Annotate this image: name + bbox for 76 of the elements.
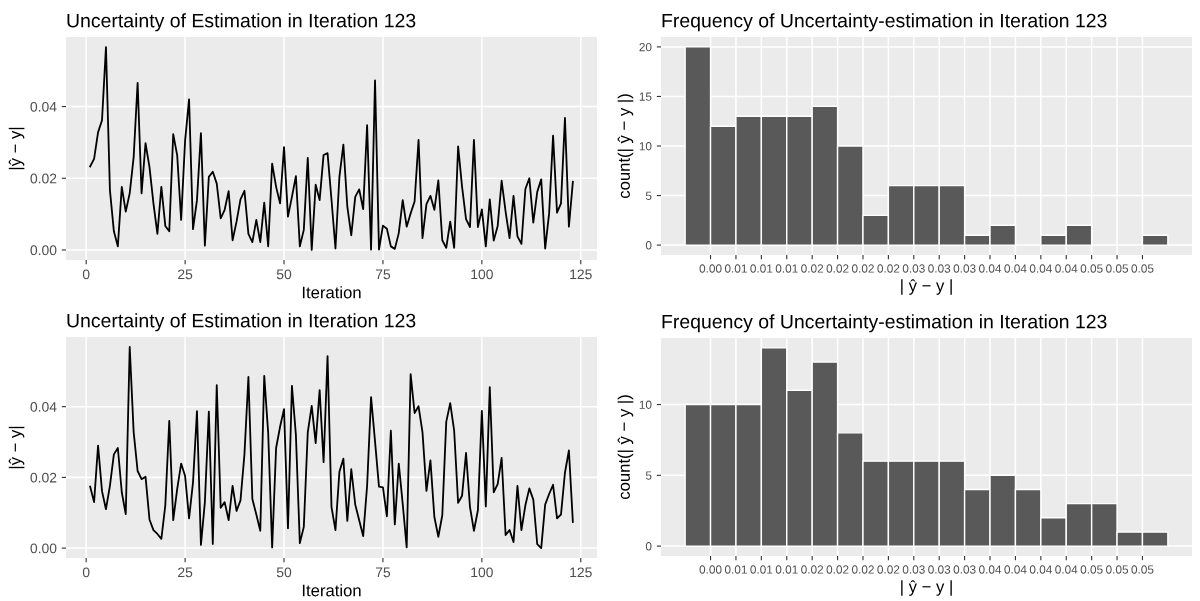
y-tick-label: 10 bbox=[639, 142, 652, 151]
y-tick-label: 5 bbox=[645, 191, 652, 200]
x-tick-label: 0.02 bbox=[877, 565, 900, 574]
x-tick-label: 50 bbox=[276, 567, 292, 578]
y-tick-label: 0 bbox=[645, 241, 652, 250]
y-axis-title: |ŷ − y| bbox=[8, 127, 25, 170]
y-axis-title: count(| ŷ − y |) bbox=[617, 395, 634, 500]
x-tick-label: 0 bbox=[82, 269, 90, 280]
x-tick-label: 0.01 bbox=[750, 565, 773, 574]
x-tick-label: 0.05 bbox=[1080, 264, 1103, 273]
x-tick-label: 125 bbox=[570, 567, 592, 578]
x-tick-label: 0.02 bbox=[851, 565, 874, 574]
x-tick-label: 0.03 bbox=[928, 565, 951, 574]
x-tick-label: 0.04 bbox=[978, 264, 1002, 273]
y-axis-title: |ŷ − y| bbox=[8, 426, 25, 469]
y-tick-label: 0.04 bbox=[30, 401, 57, 412]
x-tick-label: 0.04 bbox=[1029, 565, 1052, 574]
y-tick-label: 10 bbox=[639, 400, 652, 409]
x-tick-label: 0.02 bbox=[826, 565, 849, 574]
y-tick-label: 0.00 bbox=[30, 543, 57, 554]
x-axis-title: | ŷ − y | bbox=[901, 580, 952, 596]
x-tick-label: 0.05 bbox=[1131, 264, 1154, 273]
y-tick-label: 0.04 bbox=[30, 101, 57, 112]
x-tick-label: 125 bbox=[570, 269, 592, 280]
x-tick-label: 100 bbox=[471, 567, 493, 578]
x-tick-label: 0.04 bbox=[1055, 264, 1078, 273]
y-tick-label: 20 bbox=[639, 42, 652, 52]
y-tick-label: 0.02 bbox=[30, 472, 57, 483]
x-tick-label: 0.01 bbox=[775, 565, 798, 574]
x-tick-label: 0.04 bbox=[1004, 264, 1027, 273]
x-tick-label: 0.03 bbox=[953, 264, 976, 273]
x-tick-label: 0.05 bbox=[1106, 565, 1129, 574]
line-series bbox=[89, 46, 574, 251]
x-tick-label: 0.00 bbox=[699, 565, 722, 574]
line-series bbox=[89, 345, 574, 550]
x-tick-label: 0.03 bbox=[928, 264, 951, 273]
x-tick-label: 0.02 bbox=[801, 565, 824, 574]
x-tick-label: 25 bbox=[178, 269, 193, 280]
x-tick-label: 0.03 bbox=[953, 565, 976, 574]
x-tick-label: 75 bbox=[375, 269, 391, 280]
x-tick-label: 0.04 bbox=[1004, 565, 1027, 574]
x-tick-label: 0.04 bbox=[1029, 264, 1052, 273]
x-tick-label: 0.01 bbox=[750, 264, 773, 273]
x-tick-label: 0.02 bbox=[801, 264, 824, 273]
x-axis-title: Iteration bbox=[302, 584, 361, 597]
chart-title: Frequency of Uncertainty-estimation in Iteration 123 bbox=[662, 314, 1107, 333]
x-tick-label: 0.02 bbox=[826, 264, 849, 273]
x-tick-label: 0.01 bbox=[775, 264, 798, 273]
x-tick-label: 0.05 bbox=[1080, 565, 1103, 574]
x-tick-label: 0.03 bbox=[902, 264, 925, 273]
y-tick-label: 0.02 bbox=[30, 173, 57, 184]
y-axis-title: count(| ŷ − y |) bbox=[617, 94, 634, 199]
chart-title: Frequency of Uncertainty-estimation in Iteration 123 bbox=[662, 13, 1107, 32]
x-tick-label: 0.04 bbox=[1055, 565, 1078, 574]
chart-title: Uncertainty of Estimation in Iteration 123 bbox=[67, 13, 416, 32]
y-tick-label: 5 bbox=[645, 471, 652, 480]
x-tick-label: 0.05 bbox=[1131, 565, 1154, 574]
x-tick-label: 0.01 bbox=[724, 264, 747, 273]
y-tick-label: 15 bbox=[639, 92, 652, 101]
x-tick-label: 0.02 bbox=[877, 264, 900, 273]
x-axis-title: Iteration bbox=[302, 286, 361, 299]
x-tick-label: 75 bbox=[375, 567, 391, 578]
x-tick-label: 0.04 bbox=[978, 565, 1002, 574]
x-tick-label: 0.03 bbox=[902, 565, 925, 574]
x-tick-label: 0.00 bbox=[699, 264, 722, 273]
y-tick-label: 0.00 bbox=[30, 245, 57, 256]
x-axis-title: | ŷ − y | bbox=[901, 279, 952, 295]
x-tick-label: 100 bbox=[471, 269, 493, 280]
x-tick-label: 25 bbox=[178, 567, 193, 578]
x-tick-label: 0.05 bbox=[1106, 264, 1129, 273]
x-tick-label: 0 bbox=[82, 567, 90, 578]
chart-title: Uncertainty of Estimation in Iteration 123 bbox=[67, 313, 416, 332]
x-tick-label: 0.02 bbox=[851, 264, 874, 273]
y-tick-label: 0 bbox=[645, 542, 652, 551]
x-tick-label: 50 bbox=[276, 269, 292, 280]
x-tick-label: 0.01 bbox=[724, 565, 747, 574]
